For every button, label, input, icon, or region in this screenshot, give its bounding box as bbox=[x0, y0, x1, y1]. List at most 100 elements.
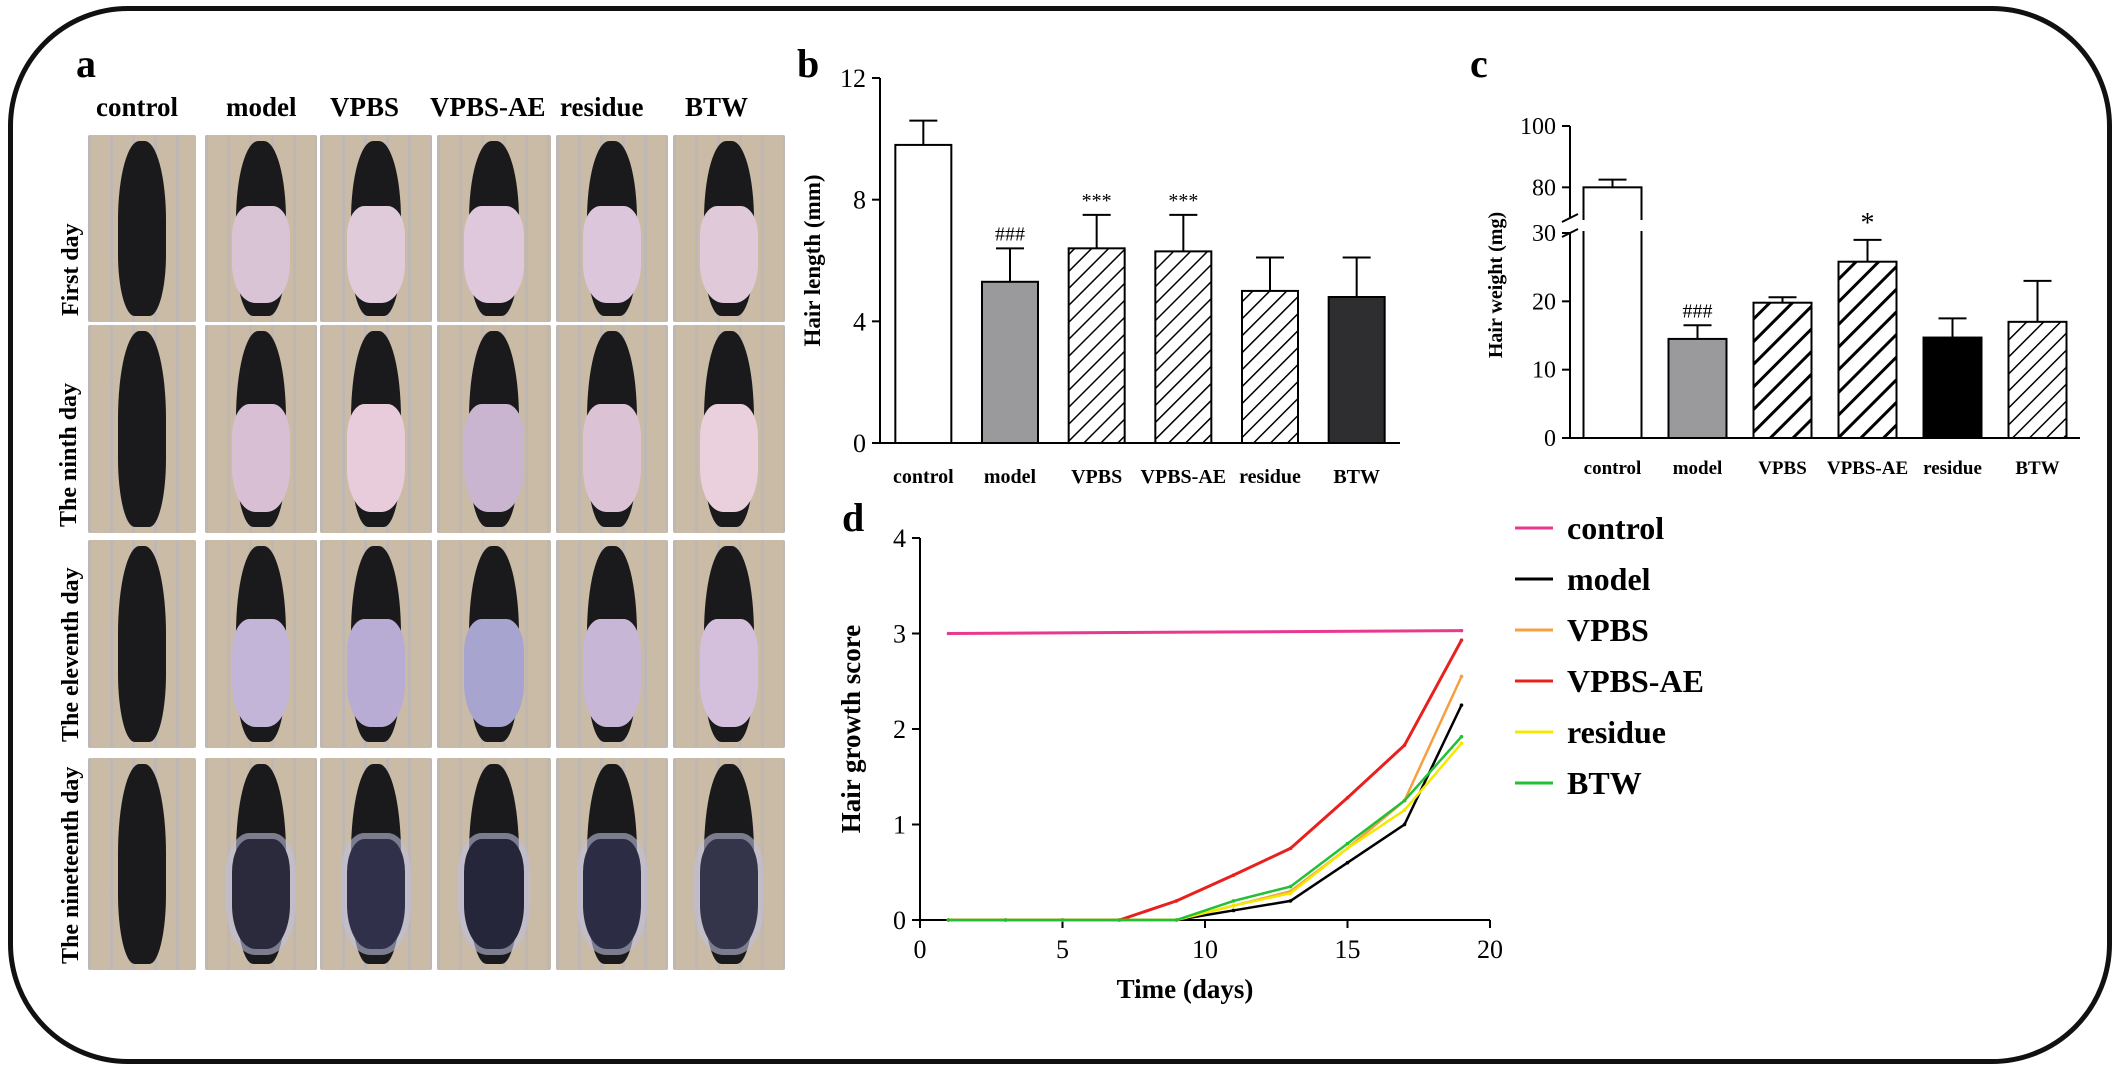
data-point-model bbox=[1345, 860, 1350, 865]
mouse-photo bbox=[88, 325, 196, 533]
y-tick-label: 3 bbox=[893, 620, 906, 649]
data-point-btw bbox=[1117, 918, 1122, 922]
y-tick-label: 10 bbox=[1532, 358, 1556, 384]
mouse-photo bbox=[205, 758, 317, 970]
bar-residue bbox=[1241, 289, 1299, 444]
bar-vpbs-ae bbox=[1154, 250, 1213, 444]
y-tick-label: 100 bbox=[1520, 114, 1556, 140]
data-point-residue bbox=[1288, 891, 1293, 896]
x-tick-label: VPBS bbox=[1071, 466, 1122, 488]
data-point-btw bbox=[946, 918, 951, 922]
data-point-residue bbox=[1402, 808, 1407, 812]
mouse-photo bbox=[437, 325, 551, 533]
data-point-btw bbox=[1288, 884, 1293, 889]
y-tick-label: 20 bbox=[1532, 289, 1556, 315]
bar-vpbs bbox=[1067, 247, 1126, 444]
mouse-photo bbox=[673, 325, 785, 533]
row-label-first-day: First day bbox=[58, 223, 84, 316]
y-tick-label: 0 bbox=[1544, 426, 1556, 452]
chart-c-hair-weight: 0 10 20 30 80 100 Hair weight (mg) control ### mo… bbox=[1485, 114, 2080, 479]
mouse-photo bbox=[556, 135, 668, 322]
data-point-control bbox=[1459, 628, 1464, 633]
panel-letter-b: b bbox=[797, 41, 820, 86]
y-axis-label: Hair length (mm) bbox=[800, 174, 825, 346]
bar-model bbox=[981, 280, 1039, 444]
x-tick-label: VPBS bbox=[1758, 458, 1807, 479]
mouse-photo bbox=[88, 758, 196, 970]
mouse-photo bbox=[556, 540, 668, 748]
x-axis-label: Time (days) bbox=[1117, 974, 1254, 1004]
y-axis-label: Hair weight (mg) bbox=[1485, 212, 1507, 358]
panel-letter-a: a bbox=[76, 41, 96, 86]
column-label-model: model bbox=[226, 92, 297, 122]
legend-label-btw: BTW bbox=[1567, 765, 1642, 801]
mouse-photo bbox=[673, 540, 785, 748]
data-point-residue bbox=[1231, 903, 1236, 908]
x-tick-label: 10 bbox=[1192, 935, 1218, 964]
mouse-photo bbox=[320, 135, 432, 322]
bar-vpbs-ae bbox=[1837, 260, 1898, 439]
chart-d-hair-growth-score: 0 1 2 3 4 0 5 10 15 20 Time (days) Hair growth scor… bbox=[836, 510, 1704, 1004]
y-tick-label: 30 bbox=[1532, 221, 1556, 247]
row-label-the-nineteenth-day: The nineteenth day bbox=[58, 766, 84, 964]
x-tick-label: model bbox=[1673, 458, 1723, 479]
chart-b-hair-length: 0 4 8 12 Hair length (mm) control ### model *** V… bbox=[800, 64, 1400, 488]
x-tick-label: VPBS-AE bbox=[1827, 458, 1908, 479]
x-tick-label: VPBS-AE bbox=[1141, 466, 1227, 488]
axis-break-mark bbox=[1561, 213, 1579, 223]
mouse-photo bbox=[205, 325, 317, 533]
y-tick-label: 4 bbox=[853, 307, 866, 336]
series-line-vpbs-ae bbox=[948, 639, 1463, 922]
legend-label-residue: residue bbox=[1567, 714, 1666, 750]
data-point-btw bbox=[1402, 798, 1407, 803]
data-point-vpbs-ae bbox=[1174, 899, 1179, 903]
x-tick-label: residue bbox=[1923, 458, 1982, 479]
x-tick-label: BTW bbox=[2015, 458, 2059, 479]
data-point-vpbs-ae bbox=[1231, 873, 1236, 877]
significance-label: ### bbox=[995, 223, 1025, 245]
mouse-photo bbox=[673, 758, 785, 970]
panel-letter-c: c bbox=[1470, 41, 1488, 86]
legend-label-control: control bbox=[1567, 510, 1664, 546]
figure-frame bbox=[8, 6, 2112, 1064]
y-tick-label: 12 bbox=[840, 64, 866, 93]
data-point-btw bbox=[1459, 734, 1464, 739]
x-tick-label: model bbox=[984, 466, 1037, 488]
legend-label-vpbs-ae: VPBS-AE bbox=[1567, 663, 1704, 699]
data-point-model bbox=[1288, 899, 1293, 903]
y-tick-label: 8 bbox=[853, 186, 866, 215]
data-point-vpbs-ae bbox=[1459, 638, 1464, 642]
mouse-photo bbox=[205, 135, 317, 322]
x-tick-label: 0 bbox=[914, 935, 927, 964]
x-tick-label: control bbox=[1584, 458, 1642, 479]
x-tick-label: 20 bbox=[1477, 935, 1503, 964]
x-tick-label: control bbox=[893, 466, 954, 488]
y-tick-label: 2 bbox=[893, 715, 906, 744]
x-tick-label: BTW bbox=[1333, 466, 1380, 488]
mouse-photo bbox=[673, 135, 785, 322]
row-label-the-eleventh-day: The eleventh day bbox=[58, 567, 84, 742]
x-tick-label: 5 bbox=[1056, 935, 1069, 964]
data-point-residue bbox=[1459, 741, 1464, 746]
y-tick-label: 0 bbox=[893, 906, 906, 935]
y-axis-label: Hair growth score bbox=[836, 625, 866, 833]
y-tick-label: 4 bbox=[893, 524, 906, 553]
data-point-btw bbox=[1231, 899, 1236, 903]
mouse-photo bbox=[556, 325, 668, 533]
bar-control bbox=[894, 143, 953, 445]
data-point-model bbox=[1402, 822, 1407, 827]
mouse-photo bbox=[320, 758, 432, 970]
legend-label-vpbs: VPBS bbox=[1567, 612, 1649, 648]
bar-btw bbox=[1327, 296, 1386, 444]
x-tick-label: residue bbox=[1239, 466, 1301, 488]
mouse-photo bbox=[88, 540, 196, 748]
y-tick-label: 80 bbox=[1532, 175, 1556, 201]
mouse-photo bbox=[205, 540, 317, 748]
data-point-control bbox=[946, 631, 951, 636]
series-line-vpbs bbox=[948, 675, 1463, 922]
bar-vpbs bbox=[1752, 301, 1813, 439]
significance-label: ### bbox=[1683, 300, 1713, 322]
bar-residue bbox=[1922, 336, 1983, 439]
panel-letter-d: d bbox=[842, 495, 865, 540]
bar-break-gap bbox=[1580, 220, 1645, 231]
